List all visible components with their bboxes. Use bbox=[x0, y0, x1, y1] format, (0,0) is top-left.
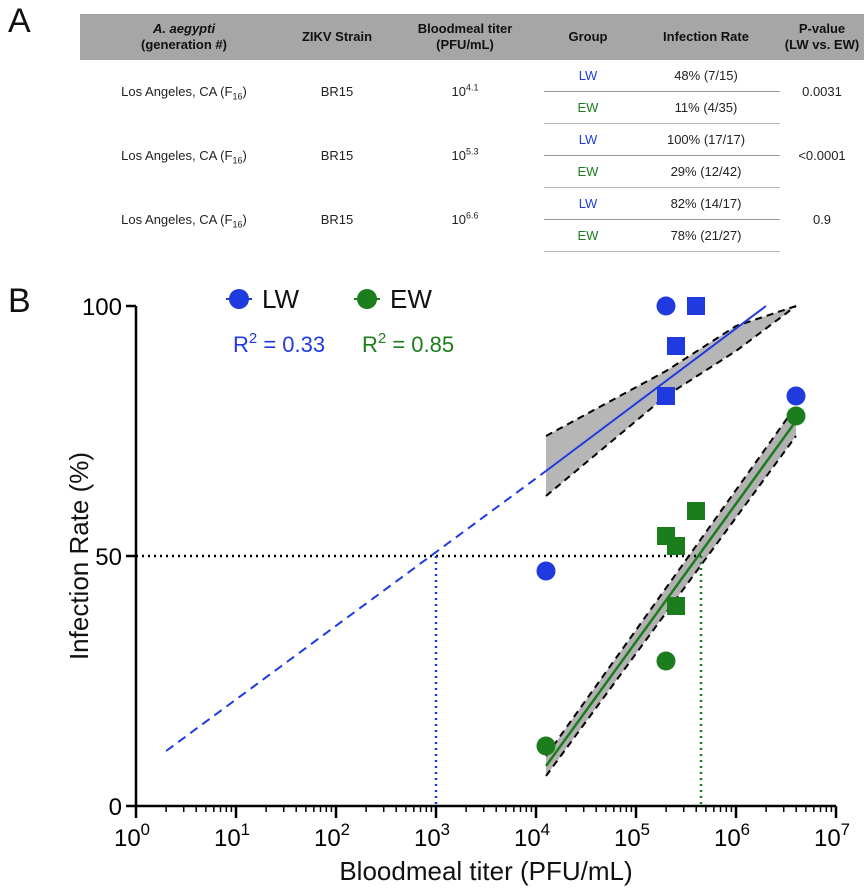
rate-ew-cell: 78% (21/27) bbox=[632, 219, 780, 252]
lw-ci-lower bbox=[545, 305, 797, 497]
ew-square-point bbox=[687, 502, 705, 520]
titer-cell: 106.6 bbox=[386, 188, 544, 252]
lw-square-point bbox=[656, 387, 675, 405]
rate-ew-cell: 29% (12/42) bbox=[632, 155, 780, 188]
group-lw-cell: LW bbox=[544, 187, 632, 220]
ew-ci-band bbox=[546, 406, 796, 776]
group-lw-cell: LW bbox=[544, 60, 632, 92]
y-tick-label: 100 bbox=[82, 294, 122, 321]
table-row: EW 78% (21/27) bbox=[80, 219, 864, 252]
titer-exp: 6.6 bbox=[465, 210, 479, 221]
location-end: ) bbox=[242, 212, 247, 227]
titer-base: 10 bbox=[451, 212, 466, 227]
lw-fit-line bbox=[545, 305, 767, 472]
table-row: EW 11% (4/35) bbox=[80, 91, 864, 124]
location-sub: 16 bbox=[232, 219, 243, 230]
x-tick-label: 107 bbox=[814, 820, 850, 852]
pvalue-cell: 0.0031 bbox=[802, 84, 842, 100]
lw-fit-extrapolation bbox=[165, 470, 547, 752]
x-tick-label: 105 bbox=[614, 820, 650, 852]
rate-lw-cell: 48% (7/15) bbox=[632, 60, 780, 92]
location-text: Los Angeles, CA (F bbox=[121, 212, 233, 227]
header-pvalue-line2: (LW vs. EW) bbox=[784, 37, 860, 52]
ew-r2-label: R2 = 0.85 bbox=[362, 330, 454, 357]
group-ew-cell: EW bbox=[544, 155, 632, 188]
pvalue-cell: <0.0001 bbox=[798, 148, 846, 163]
header-group: Group bbox=[544, 14, 632, 60]
legend-ew-marker bbox=[357, 289, 377, 309]
rate-lw-cell: 82% (14/17) bbox=[632, 187, 780, 220]
ew-fit-line bbox=[544, 420, 798, 767]
strain-cell: BR15 bbox=[320, 84, 354, 100]
location-sub: 16 bbox=[232, 155, 243, 166]
titer-base: 10 bbox=[451, 148, 466, 163]
group-ew-cell: EW bbox=[544, 219, 632, 252]
y-tick-label: 0 bbox=[109, 794, 122, 821]
location-text: Los Angeles, CA (F bbox=[121, 148, 233, 163]
infection-rate-table: A. aegypti (generation #) ZIKV Strain Bl… bbox=[80, 14, 864, 252]
ew-square-point bbox=[667, 537, 686, 555]
header-species-sub: (generation #) bbox=[141, 37, 227, 52]
infection-rate-chart: 0 50 100 100 101 102 103 104 105 106 107 Bloodmeal … bbox=[64, 284, 850, 886]
legend-lw-label: LW bbox=[262, 284, 300, 314]
ew-square-point bbox=[667, 597, 686, 615]
location-end: ) bbox=[242, 84, 247, 100]
group-lw-cell: LW bbox=[544, 123, 632, 156]
x-tick-label: 103 bbox=[414, 820, 450, 852]
lw-square-point bbox=[687, 297, 705, 315]
y-axis-label: Infection Rate (%) bbox=[64, 452, 94, 660]
rate-lw-cell: 100% (17/17) bbox=[632, 123, 780, 156]
legend-ew-label: EW bbox=[390, 284, 432, 314]
x-axis-label: Bloodmeal titer (PFU/mL) bbox=[339, 856, 632, 886]
rate-ew-cell: 11% (4/35) bbox=[632, 91, 780, 124]
x-tick-label: 100 bbox=[114, 820, 150, 852]
titer-cell: 105.3 bbox=[386, 124, 544, 188]
legend-lw-marker bbox=[229, 289, 249, 309]
x-tick-label: 104 bbox=[514, 820, 550, 852]
location-text: Los Angeles, CA (F bbox=[121, 84, 233, 100]
location-end: ) bbox=[242, 148, 247, 163]
titer-exp: 4.1 bbox=[465, 82, 479, 93]
ew-circle-point bbox=[656, 651, 676, 671]
x-tick-label: 102 bbox=[314, 820, 350, 852]
ew-ci-lower bbox=[545, 435, 797, 777]
x-tick-label: 106 bbox=[714, 820, 750, 852]
titer-cell: 104.1 bbox=[386, 60, 544, 124]
lw-square-point bbox=[667, 337, 686, 355]
header-titer: Bloodmeal titer (PFU/mL) bbox=[386, 14, 544, 60]
strain-cell: BR15 bbox=[320, 212, 354, 227]
header-titer-line1: Bloodmeal titer bbox=[417, 21, 513, 36]
location-cell: Los Angeles, CA (F16) bbox=[80, 188, 288, 252]
pvalue-cell: 0.9 bbox=[812, 212, 832, 227]
lw-circle-point bbox=[536, 561, 556, 581]
table-row: EW 29% (12/42) bbox=[80, 155, 864, 188]
ew-circle-point bbox=[786, 406, 806, 426]
lw-circle-point bbox=[786, 386, 806, 406]
strain-cell: BR15 bbox=[320, 148, 354, 163]
panel-a-label: A bbox=[8, 2, 31, 40]
group-ew-cell: EW bbox=[544, 91, 632, 124]
header-species-italic: A. aegypti bbox=[152, 21, 216, 36]
lw-circle-point bbox=[656, 296, 676, 316]
titer-base: 10 bbox=[451, 84, 466, 100]
location-cell: Los Angeles, CA (F16) bbox=[80, 60, 288, 124]
header-rate: Infection Rate bbox=[632, 14, 780, 60]
ew-circle-point bbox=[536, 736, 556, 756]
table-row: Los Angeles, CA (F16) BR15 106.6 LW 82% … bbox=[80, 187, 864, 229]
location-sub: 16 bbox=[232, 91, 243, 102]
x-tick-label: 101 bbox=[214, 820, 250, 852]
lw-r2-label: R2 = 0.33 bbox=[233, 330, 325, 357]
location-cell: Los Angeles, CA (F16) bbox=[80, 124, 288, 188]
titer-exp: 5.3 bbox=[465, 146, 479, 157]
table-row: Los Angeles, CA (F16) BR15 104.1 LW 48% … bbox=[80, 60, 864, 101]
header-titer-line2: (PFU/mL) bbox=[436, 37, 494, 52]
table-header-row: A. aegypti (generation #) ZIKV Strain Bl… bbox=[80, 14, 864, 60]
header-strain: ZIKV Strain bbox=[288, 14, 386, 60]
header-species: A. aegypti (generation #) bbox=[80, 14, 288, 60]
panel-b-label: B bbox=[8, 282, 31, 320]
header-pvalue-line1: P-value bbox=[798, 21, 846, 36]
y-tick-label: 50 bbox=[95, 544, 122, 571]
table-row: Los Angeles, CA (F16) BR15 105.3 LW 100%… bbox=[80, 123, 864, 165]
header-pvalue: P-value (LW vs. EW) bbox=[780, 14, 864, 60]
